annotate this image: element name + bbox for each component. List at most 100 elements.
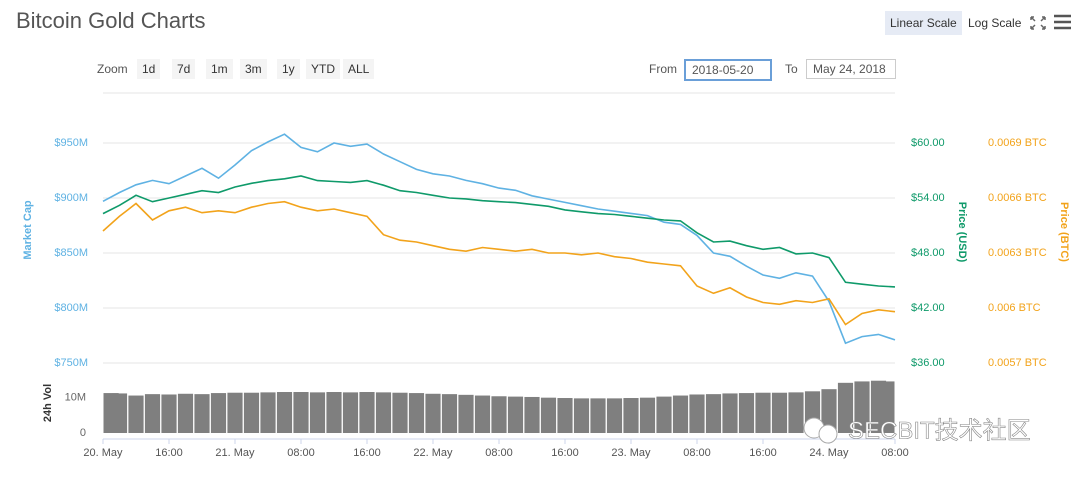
to-input[interactable]: May 24, 2018	[806, 59, 896, 79]
volume-bar	[293, 392, 309, 433]
volume-bar	[606, 398, 623, 433]
volume-bar	[425, 393, 441, 433]
y-tick-label: $800M	[54, 302, 88, 314]
to-label: To	[785, 62, 798, 76]
volume-bar	[722, 393, 738, 433]
volume-bar	[128, 395, 144, 433]
volume-bar	[309, 392, 326, 433]
zoom-button[interactable]: 1y	[277, 59, 300, 79]
volume-bar	[111, 393, 128, 433]
volume-bar	[540, 397, 557, 433]
volume-bar	[821, 389, 837, 433]
y2-tick-label: $60.00	[911, 137, 945, 149]
series-line	[102, 175, 896, 288]
volume-bar	[227, 392, 243, 433]
volume-bar	[375, 392, 392, 433]
volume-bar	[243, 392, 260, 433]
volume-bar	[689, 394, 705, 433]
volume-bar	[210, 393, 227, 433]
scale-button[interactable]: Log Scale	[968, 16, 1022, 30]
volume-bar	[458, 394, 474, 433]
watermark: SECBIT技术社区	[848, 417, 1031, 444]
y-axis-title: 24h Vol	[42, 384, 54, 422]
volume-bar	[342, 392, 359, 433]
volume-bar	[879, 381, 895, 433]
x-tick-label: 22. May	[413, 447, 453, 459]
x-tick-label: 08:00	[485, 447, 513, 459]
volume-bar	[771, 392, 788, 433]
volume-bar	[507, 396, 524, 433]
volume-bar	[359, 392, 375, 433]
volume-bar	[639, 397, 656, 433]
zoom-button[interactable]: 7d	[172, 59, 196, 79]
zoom-button[interactable]: 3m	[240, 59, 267, 79]
volume-bar	[738, 393, 755, 433]
y2-tick-label: $42.00	[911, 302, 945, 314]
volume-bar	[573, 398, 590, 433]
volume-bar	[590, 398, 606, 433]
y-tick-label: 10M	[65, 392, 86, 404]
scale-button[interactable]: Linear Scale	[885, 11, 962, 35]
y2-tick-label: $48.00	[911, 247, 945, 259]
x-tick-label: 16:00	[551, 447, 579, 459]
y-tick-label: $900M	[54, 192, 88, 204]
y-tick-label: $950M	[54, 137, 88, 149]
x-tick-label: 16:00	[749, 447, 777, 459]
volume-bar	[260, 392, 276, 433]
zoom-button[interactable]: YTD	[306, 59, 340, 79]
y3-tick-label: 0.0063 BTC	[988, 247, 1047, 259]
zoom-label: Zoom	[97, 62, 128, 76]
x-tick-label: 16:00	[353, 447, 381, 459]
x-tick-label: 20. May	[83, 447, 123, 459]
volume-bar	[408, 393, 425, 433]
y3-tick-label: 0.006 BTC	[988, 302, 1041, 314]
title: Bitcoin Gold Charts	[16, 8, 206, 33]
y-axis-title: Market Cap	[22, 200, 34, 260]
menu-icon[interactable]	[1054, 14, 1071, 30]
y3-tick-label: 0.0057 BTC	[988, 357, 1047, 369]
volume-bar	[557, 398, 573, 433]
volume-bar	[672, 395, 689, 433]
y3-axis-title: Price (BTC)	[1058, 202, 1070, 262]
volume-bar	[194, 394, 210, 433]
volume-bar	[177, 393, 194, 433]
y-tick-label: $750M	[54, 357, 88, 369]
y-tick-label: 0	[80, 427, 86, 439]
x-tick-label: 23. May	[611, 447, 651, 459]
y3-tick-label: 0.0069 BTC	[988, 137, 1047, 149]
volume-bar	[276, 392, 293, 433]
volume-bar	[837, 382, 854, 433]
x-tick-label: 21. May	[215, 447, 255, 459]
y-tick-label: $850M	[54, 247, 88, 259]
zoom-button[interactable]: 1m	[206, 59, 233, 79]
volume-bar	[144, 394, 161, 433]
volume-bar	[854, 381, 870, 433]
from-label: From	[649, 62, 677, 76]
watermark-icon	[803, 417, 838, 444]
x-tick-label: 08:00	[683, 447, 711, 459]
y3-tick-label: 0.0066 BTC	[988, 192, 1047, 204]
volume-bar	[441, 394, 458, 433]
fullscreen-icon[interactable]	[1030, 16, 1046, 30]
volume-bar	[524, 396, 540, 433]
from-input[interactable]: 2018-05-20	[684, 59, 772, 81]
volume-bar	[491, 396, 507, 433]
zoom-button[interactable]: ALL	[343, 59, 375, 79]
x-tick-label: 08:00	[287, 447, 315, 459]
y2-tick-label: $54.00	[911, 192, 945, 204]
y2-axis-title: Price (USD)	[956, 202, 968, 263]
volume-bar	[656, 396, 672, 433]
volume-bar	[705, 394, 722, 433]
volume-bar	[326, 392, 342, 433]
series-line	[102, 133, 896, 345]
x-tick-label: 24. May	[809, 447, 849, 459]
series-line	[102, 200, 896, 326]
volume-bar	[474, 395, 491, 433]
x-tick-label: 16:00	[155, 447, 183, 459]
volume-bar	[623, 398, 639, 433]
y2-tick-label: $36.00	[911, 357, 945, 369]
zoom-button[interactable]: 1d	[137, 59, 161, 79]
volume-bar	[788, 392, 804, 433]
volume-bar	[755, 392, 771, 433]
